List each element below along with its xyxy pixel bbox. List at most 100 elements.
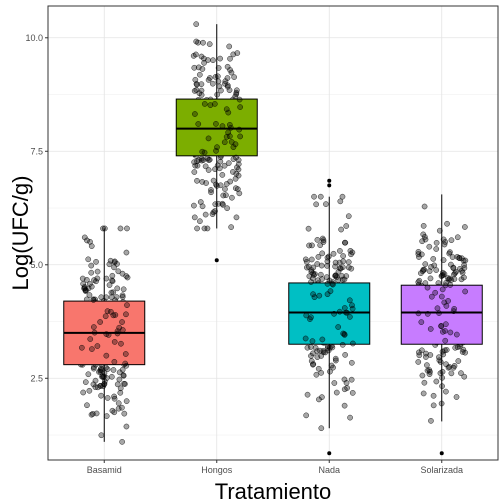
data-point: [430, 402, 437, 409]
data-point: [124, 302, 130, 308]
outlier-point: [327, 451, 332, 456]
data-point: [436, 310, 442, 316]
data-point: [191, 202, 197, 209]
data-point: [234, 186, 241, 192]
data-point: [340, 253, 346, 259]
data-point: [231, 74, 237, 80]
data-point: [119, 292, 126, 299]
data-point: [315, 254, 322, 260]
data-point: [219, 172, 226, 178]
data-point: [119, 438, 126, 445]
data-point: [114, 330, 121, 337]
box-hongos: [175, 98, 258, 157]
data-point: [114, 285, 121, 292]
data-point: [221, 162, 228, 169]
data-point: [88, 269, 95, 276]
data-point: [224, 83, 231, 90]
data-point: [422, 261, 429, 267]
data-point: [202, 163, 209, 170]
data-point: [324, 254, 331, 261]
data-point: [225, 129, 232, 136]
data-point: [87, 238, 93, 245]
data-point: [420, 223, 427, 229]
data-point: [327, 288, 334, 294]
data-point: [106, 282, 113, 288]
data-point: [119, 366, 126, 373]
data-point: [416, 277, 423, 284]
data-point: [115, 405, 122, 412]
data-point: [454, 253, 461, 260]
data-point: [111, 395, 118, 402]
data-point: [341, 305, 348, 311]
data-point: [436, 227, 443, 234]
data-point: [118, 340, 124, 347]
data-point: [194, 162, 201, 169]
data-point: [327, 368, 333, 375]
data-point: [120, 286, 127, 293]
data-point: [223, 134, 230, 140]
data-point: [200, 39, 206, 46]
data-point: [111, 339, 118, 345]
data-point: [119, 327, 126, 333]
data-point: [227, 55, 233, 62]
data-point: [219, 123, 226, 129]
data-point: [122, 381, 128, 387]
data-point: [211, 101, 218, 107]
data-point: [192, 111, 198, 117]
data-point: [103, 352, 110, 359]
data-point: [341, 239, 348, 246]
data-point: [106, 261, 113, 268]
data-point: [415, 251, 422, 257]
data-point: [191, 88, 198, 94]
data-point: [450, 308, 457, 315]
data-point: [121, 410, 128, 417]
data-point: [430, 392, 437, 399]
data-point: [306, 242, 312, 249]
data-point: [93, 258, 99, 265]
data-point: [193, 81, 200, 87]
data-point: [421, 379, 428, 386]
data-point: [191, 64, 198, 71]
data-point: [94, 275, 101, 282]
data-point: [202, 211, 209, 218]
data-point: [98, 392, 104, 399]
data-point: [449, 254, 456, 260]
data-point: [428, 293, 435, 300]
data-point: [109, 407, 116, 414]
data-point: [461, 262, 467, 268]
data-point: [416, 352, 423, 359]
data-point: [419, 372, 426, 379]
data-point: [116, 376, 123, 383]
data-point: [85, 371, 92, 378]
data-point: [110, 367, 117, 373]
data-point: [462, 224, 468, 230]
data-point: [88, 262, 95, 269]
outlier-point: [439, 451, 444, 456]
y-axis: 2.5 5.0 7.5 10.0: [25, 33, 48, 383]
data-point: [207, 102, 214, 108]
data-point: [123, 273, 130, 279]
data-point: [313, 371, 320, 378]
data-point: [303, 259, 310, 265]
data-point: [79, 275, 86, 282]
data-point: [111, 409, 118, 416]
data-point: [314, 348, 320, 355]
data-point: [345, 259, 352, 265]
data-point: [420, 231, 427, 238]
data-point: [112, 312, 119, 318]
data-point: [428, 264, 434, 270]
data-point: [458, 370, 464, 376]
data-point: [305, 225, 312, 232]
data-point: [308, 256, 315, 263]
data-point: [114, 328, 121, 335]
data-point: [233, 154, 239, 161]
data-point: [439, 348, 446, 355]
data-point: [320, 237, 327, 244]
data-point: [316, 396, 322, 403]
data-point: [319, 250, 326, 257]
data-point: [418, 319, 425, 325]
data-point: [123, 249, 130, 256]
data-point: [308, 344, 314, 350]
data-point: [97, 368, 104, 375]
data-point: [122, 351, 129, 357]
